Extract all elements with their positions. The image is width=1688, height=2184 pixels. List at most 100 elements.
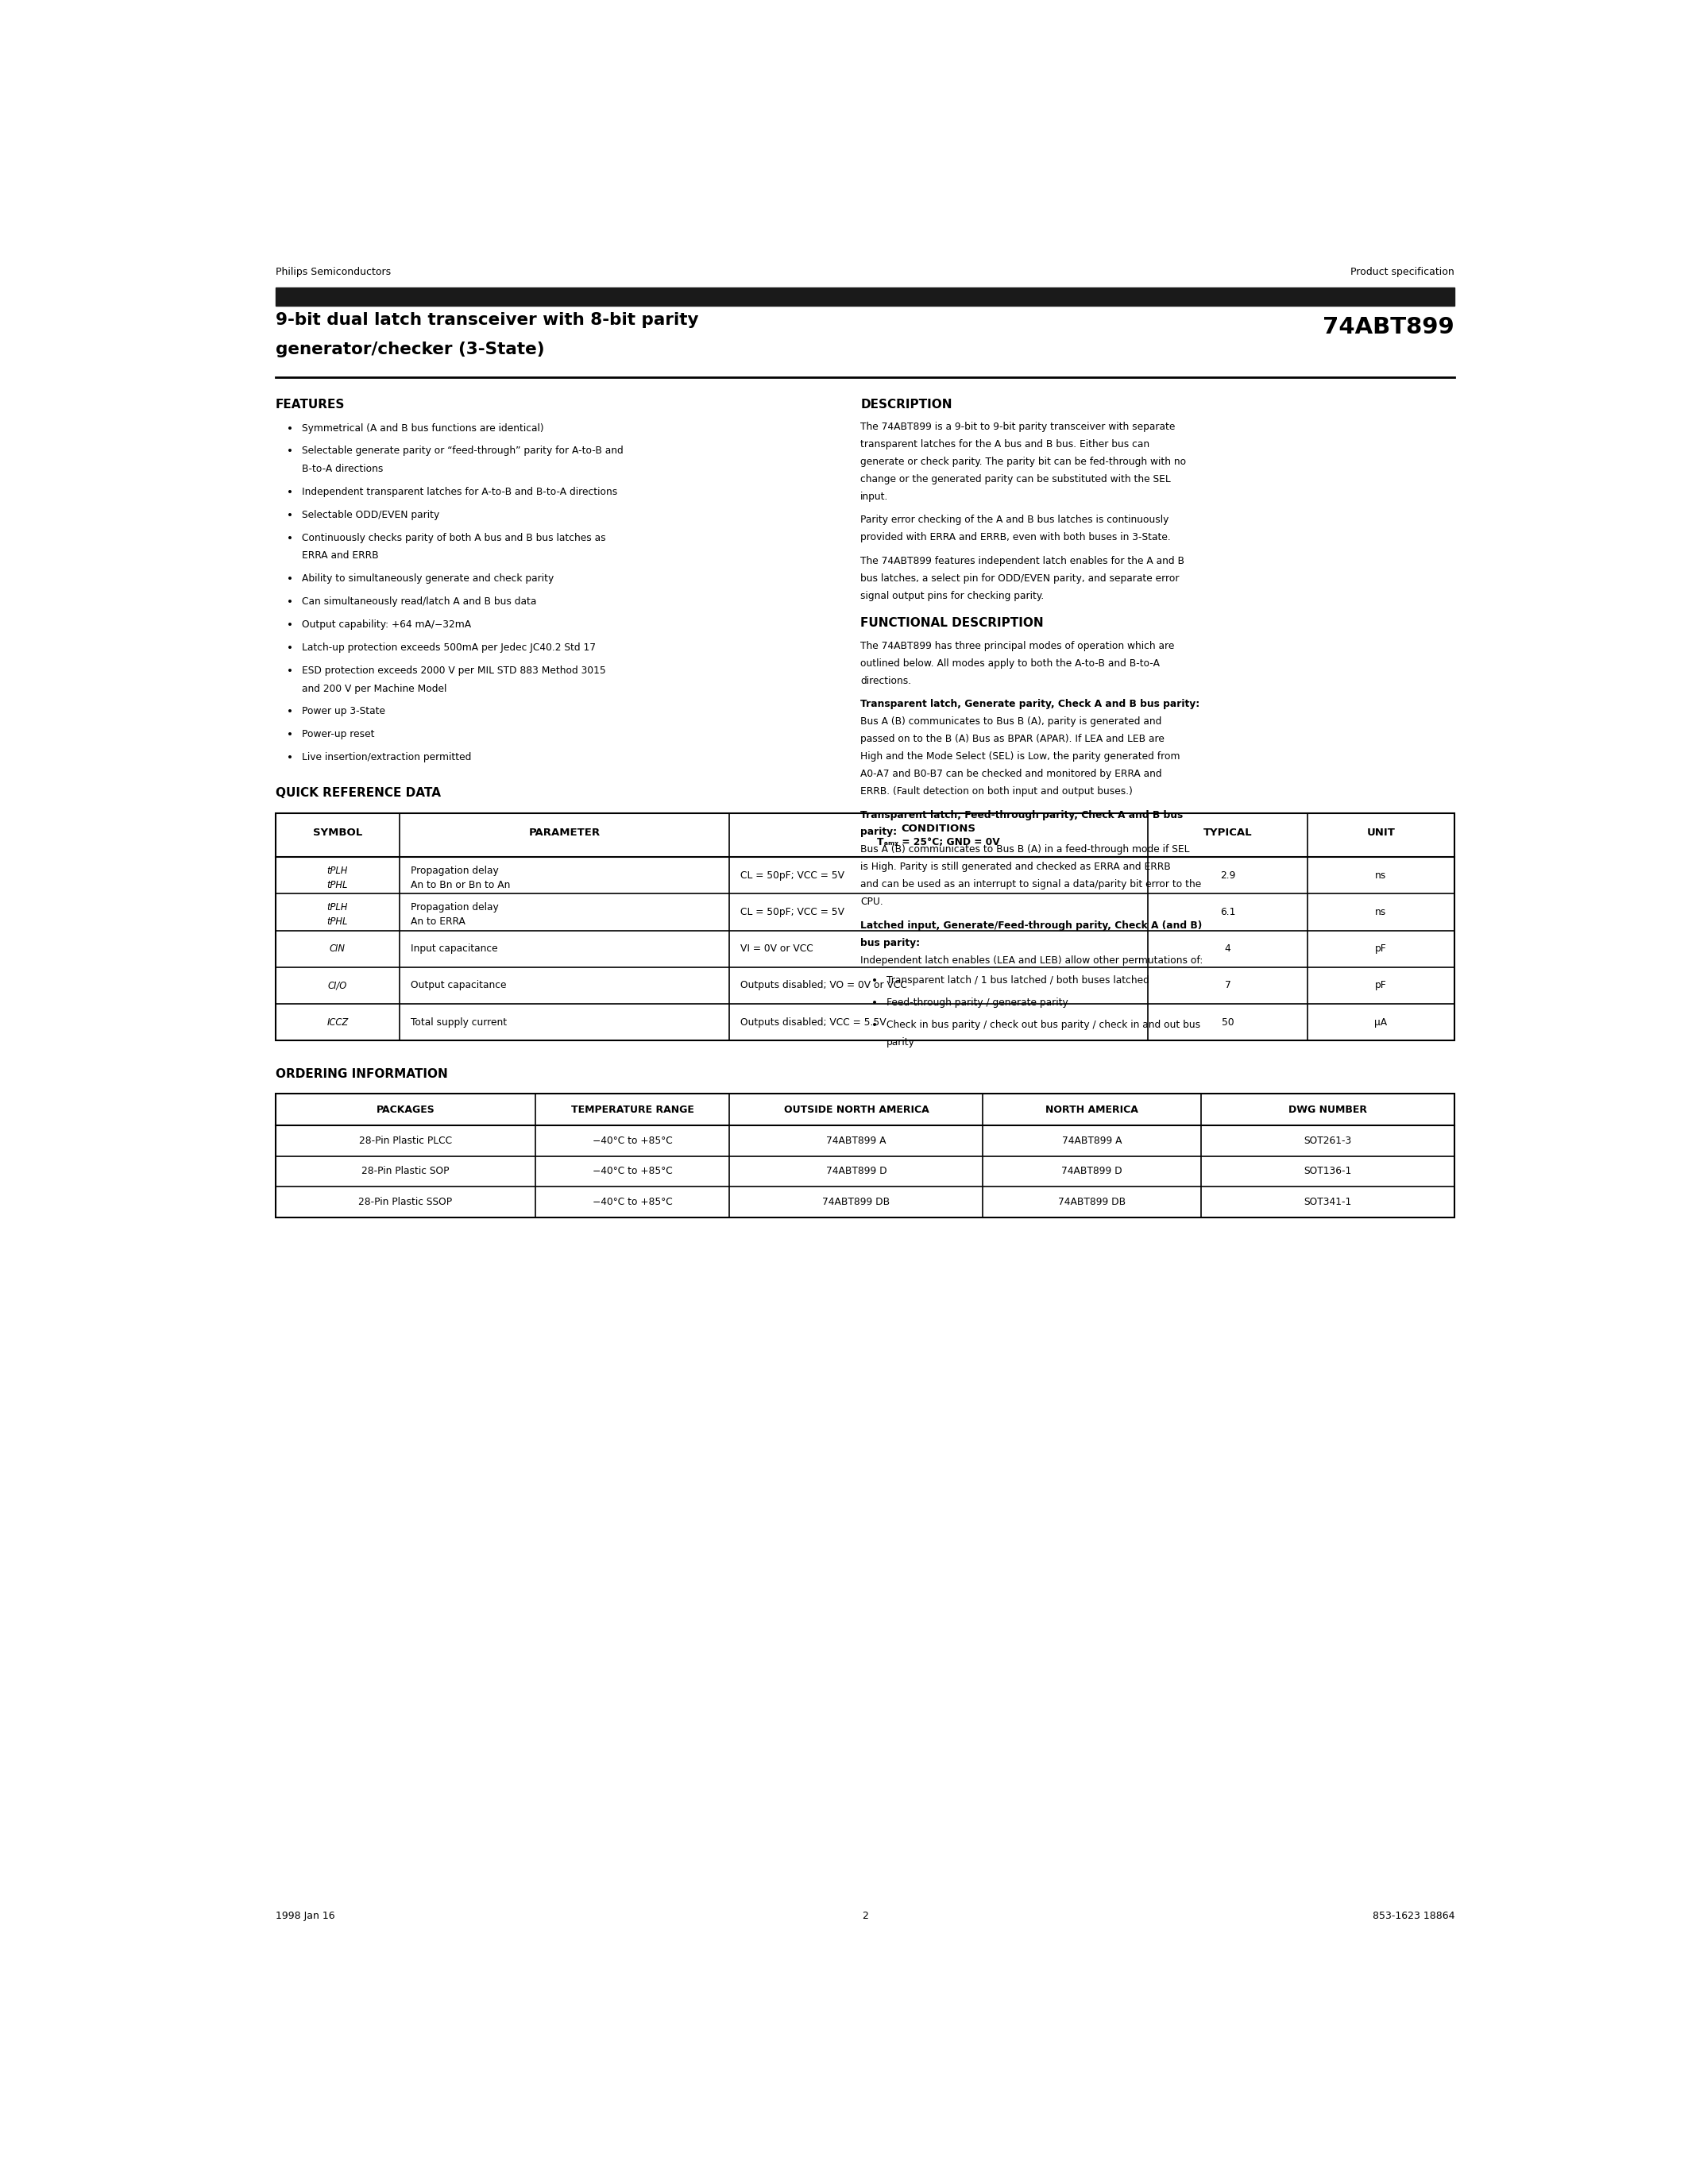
Text: Bus A (B) communicates to Bus B (A), parity is generated and: Bus A (B) communicates to Bus B (A), par…: [861, 716, 1161, 727]
Text: SOT341-1: SOT341-1: [1303, 1197, 1352, 1208]
Text: 74ABT899 DB: 74ABT899 DB: [1058, 1197, 1126, 1208]
Text: 2.9: 2.9: [1220, 869, 1236, 880]
Text: CPU.: CPU.: [861, 898, 883, 906]
Text: tPLH: tPLH: [327, 902, 348, 913]
Text: •: •: [287, 533, 294, 544]
Text: signal output pins for checking parity.: signal output pins for checking parity.: [861, 592, 1045, 601]
Text: Bus A (B) communicates to Bus B (A) in a feed-through mode if SEL: Bus A (B) communicates to Bus B (A) in a…: [861, 845, 1190, 854]
Text: TYPICAL: TYPICAL: [1204, 828, 1252, 839]
Text: SYMBOL: SYMBOL: [312, 828, 363, 839]
Text: Transparent latch, Generate parity, Check A and B bus parity:: Transparent latch, Generate parity, Chec…: [861, 699, 1200, 710]
Text: Power up 3-State: Power up 3-State: [302, 705, 385, 716]
Text: tPHL: tPHL: [327, 880, 348, 891]
Text: ORDERING INFORMATION: ORDERING INFORMATION: [275, 1068, 447, 1079]
Text: Independent latch enables (LEA and LEB) allow other permutations of:: Independent latch enables (LEA and LEB) …: [861, 954, 1204, 965]
Text: μA: μA: [1374, 1018, 1388, 1026]
Text: 74ABT899 A: 74ABT899 A: [825, 1136, 886, 1147]
Text: •: •: [871, 998, 878, 1009]
Text: VI = 0V or VCC: VI = 0V or VCC: [741, 943, 814, 954]
Text: passed on to the B (A) Bus as BPAR (APAR). If LEA and LEB are: passed on to the B (A) Bus as BPAR (APAR…: [861, 734, 1165, 745]
Text: input.: input.: [861, 491, 888, 502]
Text: CONDITIONS: CONDITIONS: [901, 823, 976, 834]
Text: 9-bit dual latch transceiver with 8-bit parity: 9-bit dual latch transceiver with 8-bit …: [275, 312, 699, 328]
Text: B-to-A directions: B-to-A directions: [302, 463, 383, 474]
Text: •: •: [871, 974, 878, 987]
Text: Philips Semiconductors: Philips Semiconductors: [275, 266, 392, 277]
Text: directions.: directions.: [861, 675, 912, 686]
Text: outlined below. All modes apply to both the A-to-B and B-to-A: outlined below. All modes apply to both …: [861, 657, 1160, 668]
Text: ERRB. (Fault detection on both input and output buses.): ERRB. (Fault detection on both input and…: [861, 786, 1133, 797]
Text: FUNCTIONAL DESCRIPTION: FUNCTIONAL DESCRIPTION: [861, 618, 1043, 629]
Text: bus parity:: bus parity:: [861, 937, 920, 948]
Text: •: •: [287, 666, 294, 677]
Text: pF: pF: [1376, 943, 1388, 954]
Text: Symmetrical (A and B bus functions are identical): Symmetrical (A and B bus functions are i…: [302, 424, 544, 432]
Text: 74ABT899 DB: 74ABT899 DB: [822, 1197, 890, 1208]
Text: A0-A7 and B0-B7 can be checked and monitored by ERRA and: A0-A7 and B0-B7 can be checked and monit…: [861, 769, 1161, 780]
Text: PARAMETER: PARAMETER: [528, 828, 601, 839]
Text: •: •: [287, 751, 294, 764]
Text: bus latches, a select pin for ODD/EVEN parity, and separate error: bus latches, a select pin for ODD/EVEN p…: [861, 574, 1180, 583]
Text: ESD protection exceeds 2000 V per MIL STD 883 Method 3015: ESD protection exceeds 2000 V per MIL ST…: [302, 666, 606, 675]
Text: 853-1623 18864: 853-1623 18864: [1372, 1911, 1455, 1922]
Text: Latched input, Generate/Feed-through parity, Check A (and B): Latched input, Generate/Feed-through par…: [861, 919, 1202, 930]
Text: Power-up reset: Power-up reset: [302, 729, 375, 740]
Text: 50: 50: [1222, 1018, 1234, 1026]
Text: 7: 7: [1224, 981, 1231, 992]
Text: provided with ERRA and ERRB, even with both buses in 3-State.: provided with ERRA and ERRB, even with b…: [861, 533, 1171, 542]
Text: The 74ABT899 features independent latch enables for the A and B: The 74ABT899 features independent latch …: [861, 557, 1185, 566]
Text: DESCRIPTION: DESCRIPTION: [861, 397, 952, 411]
Text: The 74ABT899 is a 9-bit to 9-bit parity transceiver with separate: The 74ABT899 is a 9-bit to 9-bit parity …: [861, 422, 1175, 432]
Text: SOT136-1: SOT136-1: [1303, 1166, 1352, 1177]
Text: transparent latches for the A bus and B bus. Either bus can: transparent latches for the A bus and B …: [861, 439, 1150, 450]
Text: •: •: [287, 574, 294, 585]
Text: Total supply current: Total supply current: [410, 1018, 506, 1026]
Text: DWG NUMBER: DWG NUMBER: [1288, 1105, 1367, 1114]
Text: Product specification: Product specification: [1350, 266, 1455, 277]
Text: NORTH AMERICA: NORTH AMERICA: [1045, 1105, 1138, 1114]
Text: 28-Pin Plastic SSOP: 28-Pin Plastic SSOP: [358, 1197, 452, 1208]
Text: tPLH: tPLH: [327, 865, 348, 876]
Text: High and the Mode Select (SEL) is Low, the parity generated from: High and the Mode Select (SEL) is Low, t…: [861, 751, 1180, 762]
Text: 74ABT899 D: 74ABT899 D: [1062, 1166, 1123, 1177]
Text: OUTSIDE NORTH AMERICA: OUTSIDE NORTH AMERICA: [783, 1105, 928, 1114]
Text: Can simultaneously read/latch A and B bus data: Can simultaneously read/latch A and B bu…: [302, 596, 537, 607]
Text: CL = 50pF; VCC = 5V: CL = 50pF; VCC = 5V: [741, 906, 844, 917]
Text: CI/O: CI/O: [327, 981, 348, 992]
Text: TEMPERATURE RANGE: TEMPERATURE RANGE: [571, 1105, 694, 1114]
Text: Latch-up protection exceeds 500mA per Jedec JC40.2 Std 17: Latch-up protection exceeds 500mA per Je…: [302, 642, 596, 653]
Text: Selectable generate parity or “feed-through” parity for A-to-B and: Selectable generate parity or “feed-thro…: [302, 446, 623, 456]
Text: •: •: [287, 705, 294, 719]
Text: An to ERRA: An to ERRA: [410, 917, 466, 926]
Text: PACKAGES: PACKAGES: [376, 1105, 434, 1114]
Text: •: •: [287, 596, 294, 607]
Text: CL = 50pF; VCC = 5V: CL = 50pF; VCC = 5V: [741, 869, 844, 880]
Text: Selectable ODD/EVEN parity: Selectable ODD/EVEN parity: [302, 509, 439, 520]
Text: pF: pF: [1376, 981, 1388, 992]
Text: Ability to simultaneously generate and check parity: Ability to simultaneously generate and c…: [302, 574, 554, 583]
Text: 2: 2: [863, 1911, 868, 1922]
Text: generate or check parity. The parity bit can be fed-through with no: generate or check parity. The parity bit…: [861, 456, 1187, 467]
Text: 4: 4: [1224, 943, 1231, 954]
Text: FEATURES: FEATURES: [275, 397, 344, 411]
Text: •: •: [287, 487, 294, 498]
Text: ICCZ: ICCZ: [327, 1018, 348, 1026]
Text: 28-Pin Plastic PLCC: 28-Pin Plastic PLCC: [360, 1136, 452, 1147]
Text: ERRA and ERRB: ERRA and ERRB: [302, 550, 378, 561]
Text: Outputs disabled; VCC = 5.5V: Outputs disabled; VCC = 5.5V: [741, 1018, 886, 1026]
Text: CIN: CIN: [329, 943, 346, 954]
Text: ns: ns: [1376, 906, 1386, 917]
Text: ns: ns: [1376, 869, 1386, 880]
Text: and can be used as an interrupt to signal a data/parity bit error to the: and can be used as an interrupt to signa…: [861, 880, 1202, 889]
Text: Propagation delay: Propagation delay: [410, 902, 498, 913]
Text: Parity error checking of the A and B bus latches is continuously: Parity error checking of the A and B bus…: [861, 515, 1170, 526]
Text: QUICK REFERENCE DATA: QUICK REFERENCE DATA: [275, 788, 441, 799]
Text: Transparent latch, Feed-through parity, Check A and B bus: Transparent latch, Feed-through parity, …: [861, 810, 1183, 819]
Text: Check in bus parity / check out bus parity / check in and out bus: Check in bus parity / check out bus pari…: [886, 1020, 1200, 1031]
Text: 74ABT899: 74ABT899: [1323, 317, 1455, 339]
Text: Continuously checks parity of both A bus and B bus latches as: Continuously checks parity of both A bus…: [302, 533, 606, 544]
Text: •: •: [287, 620, 294, 631]
Text: change or the generated parity can be substituted with the SEL: change or the generated parity can be su…: [861, 474, 1171, 485]
Text: Independent transparent latches for A-to-B and B-to-A directions: Independent transparent latches for A-to…: [302, 487, 618, 498]
Text: 6.1: 6.1: [1220, 906, 1236, 917]
